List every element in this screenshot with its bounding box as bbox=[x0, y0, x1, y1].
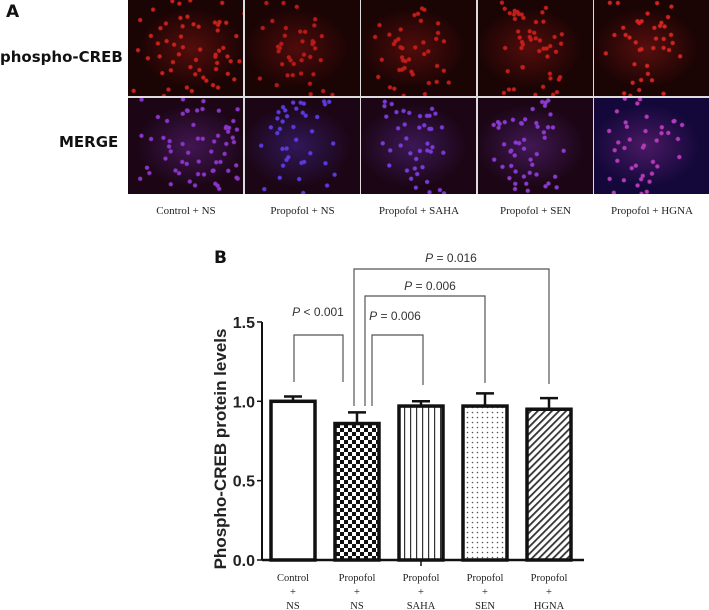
y-tick-label: 0.5 bbox=[233, 474, 255, 491]
p-value-label: P = 0.016 bbox=[425, 251, 477, 265]
phospho-creb-image bbox=[128, 0, 243, 96]
significance-bracket bbox=[364, 295, 486, 406]
p-value-label: P < 0.001 bbox=[292, 305, 344, 319]
column-label: Propofol + HGNA bbox=[611, 205, 693, 217]
microscopy-grid bbox=[128, 0, 709, 194]
bar bbox=[525, 407, 573, 562]
y-tick-label: 0.0 bbox=[233, 553, 255, 570]
phospho-creb-image bbox=[594, 0, 709, 96]
x-tick-label: + bbox=[290, 587, 296, 598]
y-tick-label: 1.5 bbox=[233, 315, 255, 332]
phospho-creb-image bbox=[361, 0, 476, 96]
merge-image bbox=[594, 97, 709, 194]
column-label: Propofol + NS bbox=[270, 205, 335, 217]
x-tick-label: + bbox=[418, 587, 424, 598]
significance-bracket bbox=[371, 334, 424, 406]
merge-image bbox=[361, 97, 476, 194]
panel-b-letter: B bbox=[214, 248, 227, 268]
p-value-label: P = 0.006 bbox=[369, 309, 421, 323]
significance-bracket bbox=[293, 334, 344, 382]
phospho-creb-image bbox=[477, 0, 593, 96]
bar bbox=[333, 421, 381, 562]
column-label: Propofol + SAHA bbox=[378, 205, 460, 217]
panel-a-letter: A bbox=[6, 2, 20, 22]
x-tick-label: + bbox=[482, 587, 488, 598]
y-tick-label: 1.0 bbox=[233, 394, 255, 411]
x-tick-label: Propofol bbox=[339, 573, 376, 584]
x-tick-label: Propofol bbox=[403, 573, 440, 584]
column-label: Propofol + SEN bbox=[500, 205, 571, 217]
x-tick-label: NS bbox=[286, 601, 300, 610]
x-tick-label: HGNA bbox=[534, 601, 565, 610]
merge-image bbox=[244, 97, 360, 194]
bar bbox=[461, 404, 509, 562]
y-axis-label: Phospho-CREB protein levels bbox=[211, 329, 230, 570]
x-tick-label: + bbox=[354, 587, 360, 598]
p-value-label: P = 0.006 bbox=[404, 279, 456, 293]
x-tick-label: Propofol bbox=[467, 573, 504, 584]
phospho-creb-image bbox=[244, 0, 360, 96]
merge-image bbox=[128, 97, 243, 194]
significance-bracket bbox=[353, 268, 550, 406]
merge-image bbox=[477, 97, 593, 194]
x-tick-label: SAHA bbox=[407, 601, 436, 610]
column-label: Control + NS bbox=[156, 205, 216, 217]
bar bbox=[269, 399, 317, 562]
x-tick-label: + bbox=[546, 587, 552, 598]
x-tick-label: SEN bbox=[475, 601, 495, 610]
row-label-merge: MERGE bbox=[59, 133, 119, 151]
x-tick-label: Propofol bbox=[531, 573, 568, 584]
x-tick-label: Control bbox=[277, 573, 309, 584]
bar bbox=[397, 404, 445, 562]
row-label-phospho-creb: phospho-CREB bbox=[0, 48, 123, 66]
x-tick-label: NS bbox=[350, 601, 364, 610]
